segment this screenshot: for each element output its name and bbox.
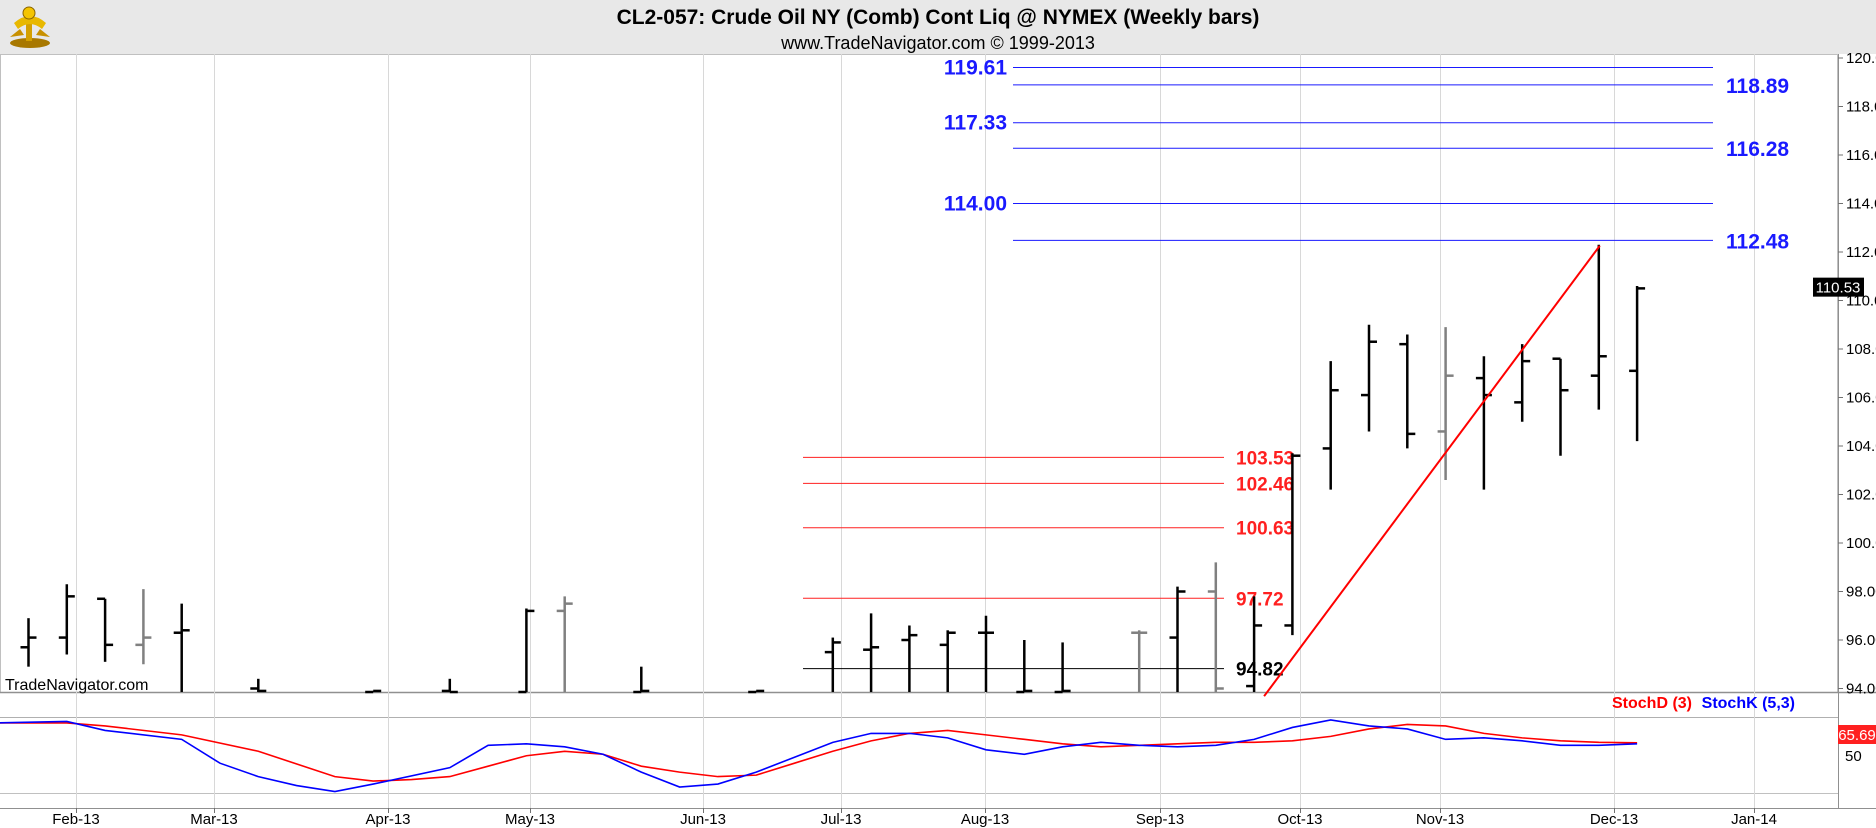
fib-label-red: 102.46 bbox=[1236, 474, 1294, 495]
ohlc-bar bbox=[1054, 642, 1071, 694]
ohlc-bar bbox=[250, 678, 267, 693]
ohlc-bar bbox=[173, 603, 190, 692]
fib-label-black: 94.82 bbox=[1236, 660, 1284, 681]
fib-label-blue: 117.33 bbox=[944, 112, 1007, 135]
ohlc-bar bbox=[748, 689, 765, 694]
ohlc-bars bbox=[20, 244, 1646, 694]
date-tick-label: Feb-13 bbox=[52, 811, 100, 828]
last-price-label: 110.53 bbox=[1816, 280, 1861, 297]
date-tick-label: Nov-13 bbox=[1416, 811, 1464, 828]
header-bar bbox=[0, 0, 1876, 54]
stoch-series-line bbox=[0, 719, 1638, 793]
fib-label-red: 100.63 bbox=[1236, 519, 1294, 540]
watermark: TradeNavigator.com bbox=[5, 677, 148, 694]
stoch-last-badge bbox=[1838, 725, 1876, 744]
ohlc-bar bbox=[1437, 327, 1454, 480]
trade-navigator-logo-icon bbox=[10, 6, 50, 48]
price-tick-label: 96.00 bbox=[1846, 632, 1876, 649]
ohlc-bar bbox=[901, 625, 918, 692]
stoch-tick-50: 50 bbox=[1845, 748, 1862, 765]
ohlc-bar bbox=[556, 596, 573, 692]
ohlc-bar bbox=[633, 666, 650, 694]
ohlc-bar bbox=[1552, 357, 1569, 456]
fib-label-blue: 119.61 bbox=[944, 56, 1007, 79]
ohlc-bar bbox=[1514, 344, 1531, 422]
price-tick-label: 110.00 bbox=[1846, 293, 1876, 310]
ohlc-bar bbox=[97, 597, 114, 662]
fib-label-red: 97.72 bbox=[1236, 589, 1284, 610]
price-tick-label: 106.00 bbox=[1846, 390, 1876, 407]
date-tick-label: Jan-14 bbox=[1731, 811, 1777, 828]
fib-label-blue: 112.48 bbox=[1726, 230, 1789, 253]
stoch-last-label: 65.69 bbox=[1838, 727, 1876, 744]
date-tick-label: Apr-13 bbox=[365, 811, 410, 828]
ohlc-bar bbox=[365, 689, 382, 694]
date-tick-label: Aug-13 bbox=[961, 811, 1009, 828]
price-tick-label: 118.00 bbox=[1846, 99, 1876, 116]
ohlc-bar bbox=[863, 613, 880, 692]
stochastic-lines bbox=[0, 719, 1638, 793]
ohlc-bar bbox=[939, 630, 956, 692]
legend-stochd: StochD (3) bbox=[1612, 695, 1692, 712]
price-tick-label: 108.00 bbox=[1846, 341, 1876, 358]
ohlc-bar bbox=[518, 608, 535, 694]
ohlc-bar bbox=[1629, 285, 1646, 442]
ohlc-bar bbox=[1399, 334, 1416, 449]
price-tick-label: 102.00 bbox=[1846, 487, 1876, 504]
price-tick-label: 116.00 bbox=[1846, 147, 1876, 164]
ohlc-bar bbox=[58, 584, 75, 655]
fibonacci-levels: 119.61 117.33 114.00 118.89 116.28 112.48 103.… bbox=[803, 56, 1789, 681]
date-tick-label: May-13 bbox=[505, 811, 555, 828]
ohlc-bar bbox=[1131, 630, 1148, 692]
ohlc-bar bbox=[441, 678, 458, 694]
ohlc-bar bbox=[1207, 562, 1224, 692]
price-tick-label: 100.00 bbox=[1846, 535, 1876, 552]
date-tick-label: Dec-13 bbox=[1590, 811, 1638, 828]
price-axis: 94.00 96.00 98.00 100.00 102.00 104.00 106.00 1… bbox=[1838, 50, 1876, 698]
chart-title: CL2-057: Crude Oil NY (Comb) Cont Liq @ … bbox=[617, 6, 1260, 29]
fib-label-blue: 118.89 bbox=[1726, 75, 1789, 98]
fib-label-blue: 114.00 bbox=[944, 193, 1007, 216]
ohlc-bar bbox=[1475, 356, 1492, 490]
ohlc-bar bbox=[1246, 596, 1263, 692]
ohlc-bar bbox=[1016, 640, 1033, 694]
ohlc-bar bbox=[978, 615, 994, 692]
date-tick-label: Jun-13 bbox=[680, 811, 726, 828]
date-axis: Feb-13 Mar-13 Apr-13 May-13 Jun-13 Jul-13 Aug-… bbox=[52, 808, 1777, 828]
price-tick-label: 94.00 bbox=[1846, 681, 1876, 698]
ohlc-bar bbox=[1169, 586, 1186, 692]
price-tick-label: 112.00 bbox=[1846, 244, 1876, 261]
legend-stochk: StochK (5,3) bbox=[1702, 695, 1795, 712]
ohlc-bar bbox=[1590, 244, 1607, 410]
date-tick-label: Oct-13 bbox=[1277, 811, 1322, 828]
date-tick-label: Mar-13 bbox=[190, 811, 238, 828]
last-price-badge bbox=[1813, 277, 1864, 297]
price-tick-label: 120.00 bbox=[1846, 50, 1876, 67]
ohlc-bar bbox=[1322, 361, 1339, 490]
price-tick-label: 114.00 bbox=[1846, 196, 1876, 213]
month-gridlines bbox=[76, 54, 1755, 808]
ohlc-bar bbox=[135, 589, 152, 665]
date-tick-label: Jul-13 bbox=[821, 811, 862, 828]
fib-label-red: 103.53 bbox=[1236, 448, 1294, 469]
price-panel-frame bbox=[0, 54, 1838, 693]
chart-subtitle: www.TradeNavigator.com © 1999-2013 bbox=[780, 33, 1095, 53]
ohlc-bar bbox=[824, 637, 841, 692]
price-tick-label: 104.00 bbox=[1846, 438, 1876, 455]
ohlc-bar bbox=[1284, 453, 1301, 636]
date-tick-label: Sep-13 bbox=[1136, 811, 1184, 828]
fib-label-blue: 116.28 bbox=[1726, 138, 1789, 161]
ohlc-bar bbox=[1361, 324, 1377, 432]
ohlc-bar bbox=[20, 618, 37, 667]
price-tick-label: 98.00 bbox=[1846, 584, 1876, 601]
trendline bbox=[1263, 245, 1601, 697]
